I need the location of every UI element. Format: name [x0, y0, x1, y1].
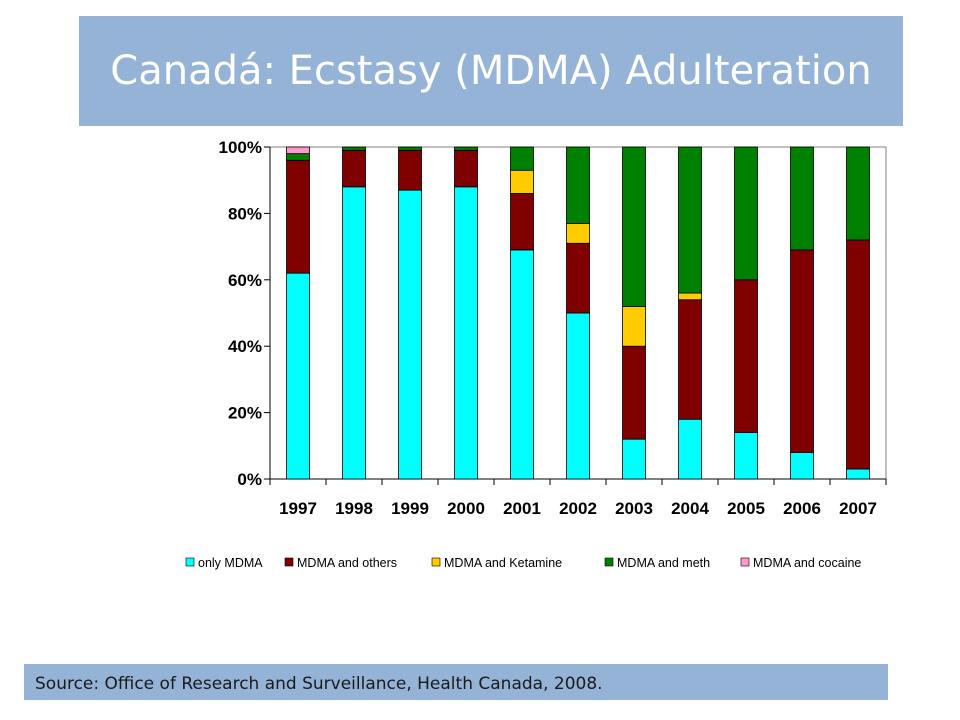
bar-segment — [454, 146, 478, 151]
x-tick-label: 2001 — [503, 499, 541, 518]
bar-segment — [846, 146, 870, 241]
page-title: Canadá: Ecstasy (MDMA) Adulteration — [110, 48, 872, 94]
bar-segment — [286, 146, 310, 155]
x-tick-label: 2000 — [447, 499, 485, 518]
bar-segment — [790, 146, 814, 251]
bar-segment — [510, 193, 534, 251]
bar-segment — [622, 438, 646, 480]
source-note: Source: Office of Research and Surveilla… — [35, 674, 603, 694]
y-tick-label: 0% — [237, 470, 262, 489]
bar-segment — [286, 153, 310, 161]
y-tick-label: 60% — [228, 271, 262, 290]
bar-segment — [566, 146, 590, 224]
y-tick-label: 100% — [219, 138, 262, 157]
x-tick-label: 2007 — [839, 499, 877, 518]
bar-segment — [510, 146, 534, 171]
x-tick-label: 2003 — [615, 499, 653, 518]
y-tick-label: 20% — [228, 404, 262, 423]
bar-segment — [566, 242, 590, 314]
bar-segment — [286, 272, 310, 480]
stacked-bar-chart: 0% 20% 40% 60% 80% 100% 1997 1998 1999 2000 2001 20… — [185, 138, 887, 570]
bar-segment — [566, 222, 590, 244]
bar-segment — [510, 249, 534, 480]
legend-swatch — [284, 557, 294, 567]
y-tick-label: 80% — [228, 204, 262, 223]
x-tick-label: 2005 — [727, 499, 765, 518]
legend-label: only MDMA — [198, 556, 263, 570]
legend-swatch — [604, 557, 614, 567]
bar-segment — [678, 299, 702, 420]
x-tick-label: 2006 — [783, 499, 821, 518]
legend-label: MDMA and cocaine — [753, 556, 861, 570]
bar-segment — [622, 345, 646, 440]
bar-segment — [846, 239, 870, 470]
legend-label: MDMA and meth — [617, 556, 710, 570]
bar-segment — [454, 149, 478, 188]
legend: only MDMA MDMA and others MDMA and Ketamin… — [185, 556, 861, 570]
bar-segment — [678, 146, 702, 294]
x-tick-label: 2002 — [559, 499, 597, 518]
bar-segment — [342, 149, 366, 188]
bar-segment — [398, 189, 422, 480]
legend-swatch — [431, 557, 441, 567]
bar-segment — [846, 468, 870, 480]
legend-swatch — [740, 557, 750, 567]
bar-segment — [678, 292, 702, 301]
bar-segment — [398, 149, 422, 191]
bar-segment — [342, 146, 366, 151]
plot-area: 0% 20% 40% 60% 80% 100% 1997 1998 1999 2000 2001 20… — [219, 138, 887, 518]
legend-label: MDMA and others — [297, 556, 397, 570]
source-banner: Source: Office of Research and Surveilla… — [24, 664, 888, 700]
y-tick-label: 40% — [228, 337, 262, 356]
bar-segment — [678, 418, 702, 480]
x-tick-label: 1999 — [391, 499, 429, 518]
bar-segment — [510, 169, 534, 194]
bar-segment — [622, 305, 646, 347]
x-tick-label: 1997 — [279, 499, 317, 518]
bar-segment — [566, 312, 590, 480]
x-tick-label: 1998 — [335, 499, 373, 518]
bar-segment — [342, 186, 366, 480]
title-banner: Canadá: Ecstasy (MDMA) Adulteration — [79, 16, 903, 126]
legend-label: MDMA and Ketamine — [444, 556, 562, 570]
bar-segment — [454, 186, 478, 480]
bar-segment — [398, 146, 422, 151]
bar-segment — [790, 249, 814, 453]
bar-segment — [734, 432, 758, 480]
x-tick-label: 2004 — [671, 499, 709, 518]
bar-segment — [734, 146, 758, 281]
bar-segment — [622, 146, 646, 307]
bar-segment — [790, 452, 814, 480]
bar-segment — [286, 159, 310, 274]
bar-segment — [734, 279, 758, 433]
legend-swatch — [185, 557, 195, 567]
